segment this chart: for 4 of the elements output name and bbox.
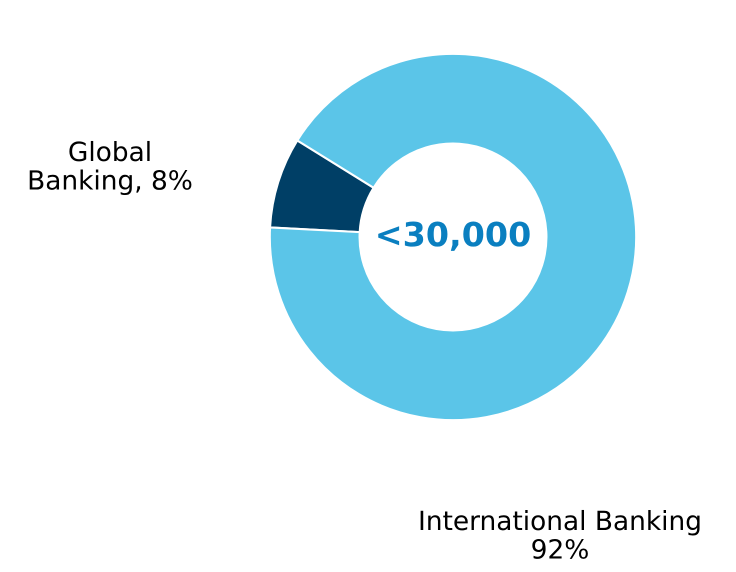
data-label: 92% — [532, 538, 588, 559]
slice-label: International Banking — [420, 510, 700, 536]
slice-label: Global Banking, 8% — [30, 140, 192, 196]
text: <30,000 — [378, 221, 530, 251]
